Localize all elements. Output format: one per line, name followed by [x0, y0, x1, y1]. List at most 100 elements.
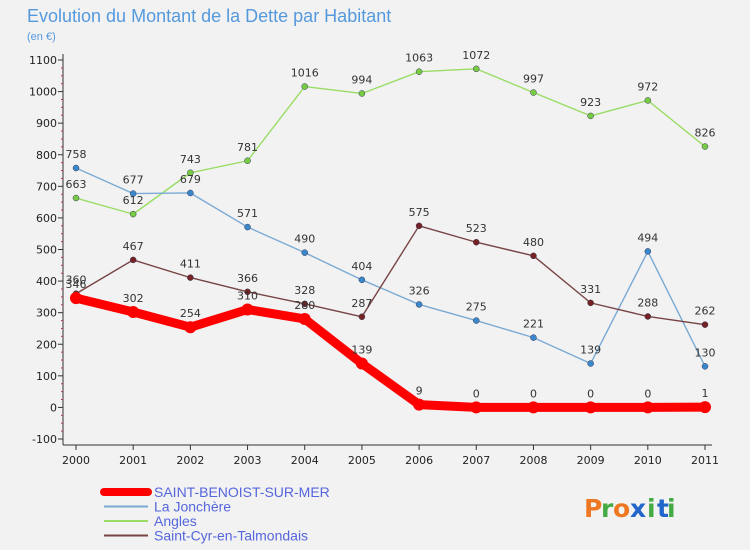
data-point-saint-benoist-sur-mer — [470, 401, 483, 414]
x-tick-label: 2002 — [176, 454, 204, 467]
data-labels: 663 612 743 781 1016 994 1063 1072 997 923 972 826 7… — [66, 49, 716, 401]
series-lines — [70, 65, 711, 414]
data-label-saint-cyr-en-talmondais: 328 — [294, 284, 315, 297]
data-label-la-jonchere: 490 — [294, 233, 315, 246]
data-label-angles: 663 — [66, 178, 87, 191]
legend-label-angles: Angles — [154, 513, 197, 529]
data-point-saint-cyr-en-talmondais — [701, 321, 709, 328]
data-point-la-jonchere — [129, 190, 137, 197]
data-point-la-jonchere — [358, 276, 366, 284]
data-label-saint-cyr-en-talmondais: 523 — [466, 222, 487, 235]
data-label-angles: 1016 — [291, 67, 319, 80]
logo-letter: x — [630, 494, 646, 523]
data-label-la-jonchere: 275 — [466, 301, 487, 314]
data-point-saint-benoist-sur-mer — [584, 401, 597, 414]
series-line-saint-benoist-sur-mer — [71, 293, 710, 412]
data-label-saint-cyr-en-talmondais: 288 — [637, 296, 658, 309]
legend-label-la-jonchere: La Jonchère — [154, 499, 231, 515]
logo-letter: t — [657, 494, 669, 523]
y-tick-label: 900 — [36, 117, 57, 130]
data-label-saint-cyr-en-talmondais: 331 — [580, 283, 601, 296]
data-label-saint-benoist-sur-mer: 280 — [294, 299, 315, 312]
data-label-angles: 997 — [523, 73, 544, 86]
series-line-angles — [75, 68, 706, 215]
logo-letter: P — [584, 494, 602, 523]
data-point-angles — [72, 194, 80, 202]
data-point-saint-benoist-sur-mer — [355, 357, 368, 370]
data-label-la-jonchere: 677 — [123, 174, 144, 187]
data-point-saint-benoist-sur-mer — [699, 401, 711, 414]
data-point-angles — [644, 97, 652, 104]
data-label-angles: 781 — [237, 141, 258, 154]
x-tick-label: 2000 — [62, 454, 90, 467]
data-point-saint-benoist-sur-mer — [70, 292, 82, 305]
y-tick-label: 700 — [36, 180, 57, 193]
legend-label-saint-cyr-en-talmondais: Saint-Cyr-en-Talmondais — [154, 528, 308, 544]
data-label-angles: 612 — [123, 194, 144, 207]
data-point-angles — [530, 89, 537, 96]
data-label-saint-cyr-en-talmondais: 366 — [237, 272, 258, 285]
data-label-angles: 972 — [637, 80, 658, 93]
chart-subtitle: (en €) — [27, 31, 56, 43]
data-label-la-jonchere: 679 — [180, 173, 201, 186]
y-tick-label: 0 — [50, 401, 57, 414]
data-label-saint-benoist-sur-mer: 0 — [530, 387, 537, 400]
data-label-saint-benoist-sur-mer: 0 — [473, 387, 480, 400]
x-tick-label: 2004 — [291, 454, 319, 467]
data-label-saint-cyr-en-talmondais: 360 — [66, 274, 87, 287]
data-point-saint-benoist-sur-mer — [413, 398, 426, 411]
data-label-angles: 826 — [695, 127, 716, 140]
y-tick-label: 1000 — [29, 86, 57, 99]
data-point-angles — [301, 83, 308, 90]
data-point-angles — [187, 169, 194, 177]
logo-letter: r — [601, 494, 614, 523]
data-label-la-jonchere: 758 — [66, 148, 87, 161]
proxiti-logo: Pr o x i ti — [584, 494, 676, 523]
data-point-la-jonchere — [473, 317, 480, 324]
y-tick-label: 200 — [36, 338, 57, 351]
data-point-la-jonchere — [644, 248, 652, 255]
data-label-saint-cyr-en-talmondais: 467 — [123, 240, 144, 253]
data-point-saint-cyr-en-talmondais — [530, 252, 537, 260]
data-label-la-jonchere: 139 — [580, 344, 601, 357]
data-point-la-jonchere — [415, 301, 423, 308]
data-label-saint-benoist-sur-mer: 0 — [587, 387, 594, 400]
y-tick-label: -100 — [32, 433, 57, 446]
data-label-saint-benoist-sur-mer: 0 — [644, 387, 651, 400]
data-point-angles — [701, 143, 709, 150]
data-label-angles: 1072 — [462, 49, 490, 62]
x-tick-label: 2003 — [234, 454, 262, 467]
data-point-saint-benoist-sur-mer — [127, 306, 140, 319]
data-label-saint-benoist-sur-mer: 302 — [123, 292, 144, 305]
y-tick-label: 400 — [36, 275, 57, 288]
data-label-angles: 743 — [180, 153, 201, 166]
data-point-angles — [244, 157, 251, 165]
x-tick-label: 2011 — [691, 454, 719, 467]
data-label-la-jonchere: 221 — [523, 318, 544, 331]
data-label-angles: 1063 — [405, 52, 433, 65]
data-point-la-jonchere — [72, 164, 80, 172]
data-label-saint-cyr-en-talmondais: 411 — [180, 258, 201, 271]
data-label-angles: 994 — [351, 73, 372, 86]
data-point-la-jonchere — [530, 334, 537, 341]
data-label-la-jonchere: 404 — [351, 260, 372, 273]
data-point-la-jonchere — [587, 360, 594, 367]
data-point-angles — [358, 90, 366, 97]
chart-title: Evolution du Montant de la Dette par Hab… — [27, 6, 391, 26]
x-tick-label: 2010 — [634, 454, 662, 467]
data-point-saint-cyr-en-talmondais — [129, 256, 137, 264]
data-point-saint-cyr-en-talmondais — [415, 222, 423, 230]
legend-label-saint-benoist-sur-mer: SAINT-BENOIST-SUR-MER — [154, 484, 330, 500]
data-point-la-jonchere — [701, 363, 709, 370]
data-label-angles: 923 — [580, 96, 601, 109]
data-label-la-jonchere: 326 — [409, 284, 430, 297]
data-point-saint-cyr-en-talmondais — [358, 313, 366, 321]
logo-letter: i — [667, 494, 676, 523]
data-point-angles — [587, 112, 594, 120]
data-point-saint-cyr-en-talmondais — [587, 299, 594, 307]
data-point-saint-cyr-en-talmondais — [473, 238, 480, 246]
data-label-saint-benoist-sur-mer: 254 — [180, 307, 201, 320]
data-point-la-jonchere — [244, 223, 251, 231]
series-line-saint-cyr-en-talmondais — [75, 225, 706, 326]
